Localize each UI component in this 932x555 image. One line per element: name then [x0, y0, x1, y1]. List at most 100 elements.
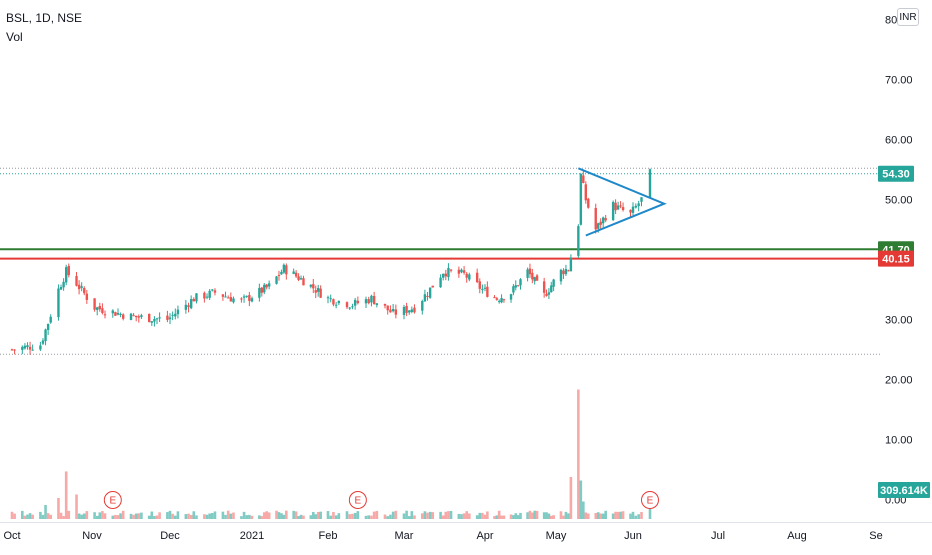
- x-tick-label: Feb: [319, 530, 338, 542]
- candle-body: [426, 295, 429, 297]
- volume-bar: [426, 512, 429, 519]
- price-tag-label: 40.15: [882, 254, 910, 266]
- candle-body: [96, 307, 99, 310]
- volume-bar: [629, 513, 632, 519]
- volume-bar: [166, 512, 169, 519]
- candle-body: [67, 265, 70, 276]
- candle-body: [62, 281, 65, 288]
- volume-legend: Vol: [6, 30, 23, 44]
- volume-bar: [31, 514, 34, 519]
- candle-body: [299, 278, 303, 280]
- x-tick-label: Mar: [395, 530, 414, 542]
- volume-bar: [282, 514, 286, 519]
- volume-bar: [486, 511, 489, 519]
- y-tick-label: 30.00: [885, 315, 913, 327]
- candles: [10, 168, 652, 355]
- volume-bar: [280, 513, 283, 519]
- volume-bar: [386, 516, 390, 519]
- triangle-pattern: [577, 167, 667, 237]
- candle-body: [634, 205, 638, 208]
- volume-bar: [309, 515, 313, 519]
- candle-body: [10, 349, 14, 351]
- volume-bar: [447, 511, 450, 519]
- volume-bar: [292, 510, 295, 519]
- candle-body: [516, 285, 520, 287]
- volume-bar: [383, 514, 387, 519]
- earnings-marker: [348, 491, 367, 509]
- candle-body: [195, 293, 198, 302]
- volume-bar: [95, 515, 99, 519]
- volume-bar: [423, 511, 427, 519]
- volume-bar: [121, 510, 125, 519]
- candle-body: [44, 329, 47, 342]
- candle-body: [26, 345, 29, 348]
- volume-bar: [75, 494, 78, 519]
- candle-body: [275, 276, 278, 284]
- volume-bar: [391, 511, 395, 519]
- candle-body: [23, 345, 27, 349]
- candle-body: [263, 284, 266, 293]
- volume-bar: [267, 512, 271, 519]
- candle-body: [213, 290, 217, 293]
- volume-bar: [611, 513, 615, 519]
- candle-body: [468, 274, 471, 280]
- candle-body: [64, 267, 68, 283]
- volume-bar: [497, 510, 501, 519]
- candle-body: [101, 308, 104, 314]
- volume-bar: [155, 515, 159, 519]
- candle-body: [564, 268, 568, 275]
- volume-bar: [441, 515, 445, 519]
- candle-body: [329, 298, 332, 300]
- candle-body: [137, 316, 140, 318]
- volume-bar: [375, 510, 379, 519]
- volume-bar: [93, 512, 96, 519]
- volume-bar: [345, 511, 349, 519]
- volume-bar: [59, 512, 63, 519]
- volume-bar: [250, 515, 254, 519]
- volume-bar: [57, 498, 60, 519]
- volume-bar: [601, 513, 605, 519]
- volume-bar: [195, 515, 198, 519]
- volume-bar: [594, 512, 598, 519]
- volume-bar: [619, 511, 622, 519]
- candle-body: [597, 223, 600, 229]
- candle-body: [129, 313, 133, 321]
- volume-bar: [62, 516, 65, 519]
- candle-body: [619, 205, 622, 207]
- volume-bar: [370, 515, 373, 519]
- volume-bar: [258, 515, 261, 519]
- volume-bar: [348, 514, 352, 519]
- volume-tag-label: 309.614K: [880, 485, 928, 497]
- candle-body: [203, 292, 206, 299]
- candle-body: [481, 288, 484, 290]
- y-tick-label: 20.00: [885, 375, 913, 387]
- candle-body: [140, 315, 143, 318]
- volume-bar: [101, 511, 104, 519]
- volume-bar: [428, 511, 432, 519]
- volume-bar: [332, 512, 335, 519]
- volume-bar: [596, 512, 600, 519]
- candle-body: [542, 281, 546, 293]
- candle-body: [28, 346, 32, 350]
- volume-bar: [82, 513, 86, 519]
- candle-body: [405, 305, 408, 313]
- earnings-label: E: [355, 496, 362, 507]
- volume-bar: [334, 515, 338, 519]
- candle-body: [569, 257, 573, 272]
- candle-body: [447, 267, 450, 278]
- volume-bar: [176, 511, 180, 519]
- y-tick-label: 10.00: [885, 435, 913, 447]
- volume-bar: [77, 513, 81, 519]
- candle-body: [604, 218, 607, 221]
- volume-bar: [311, 511, 315, 519]
- candle-body: [457, 269, 461, 274]
- candle-body: [280, 271, 283, 275]
- currency-button[interactable]: INR: [897, 8, 919, 26]
- candle-body: [332, 299, 335, 305]
- candle-body: [431, 285, 434, 288]
- candle-body: [614, 202, 617, 211]
- volume-bar: [314, 514, 318, 519]
